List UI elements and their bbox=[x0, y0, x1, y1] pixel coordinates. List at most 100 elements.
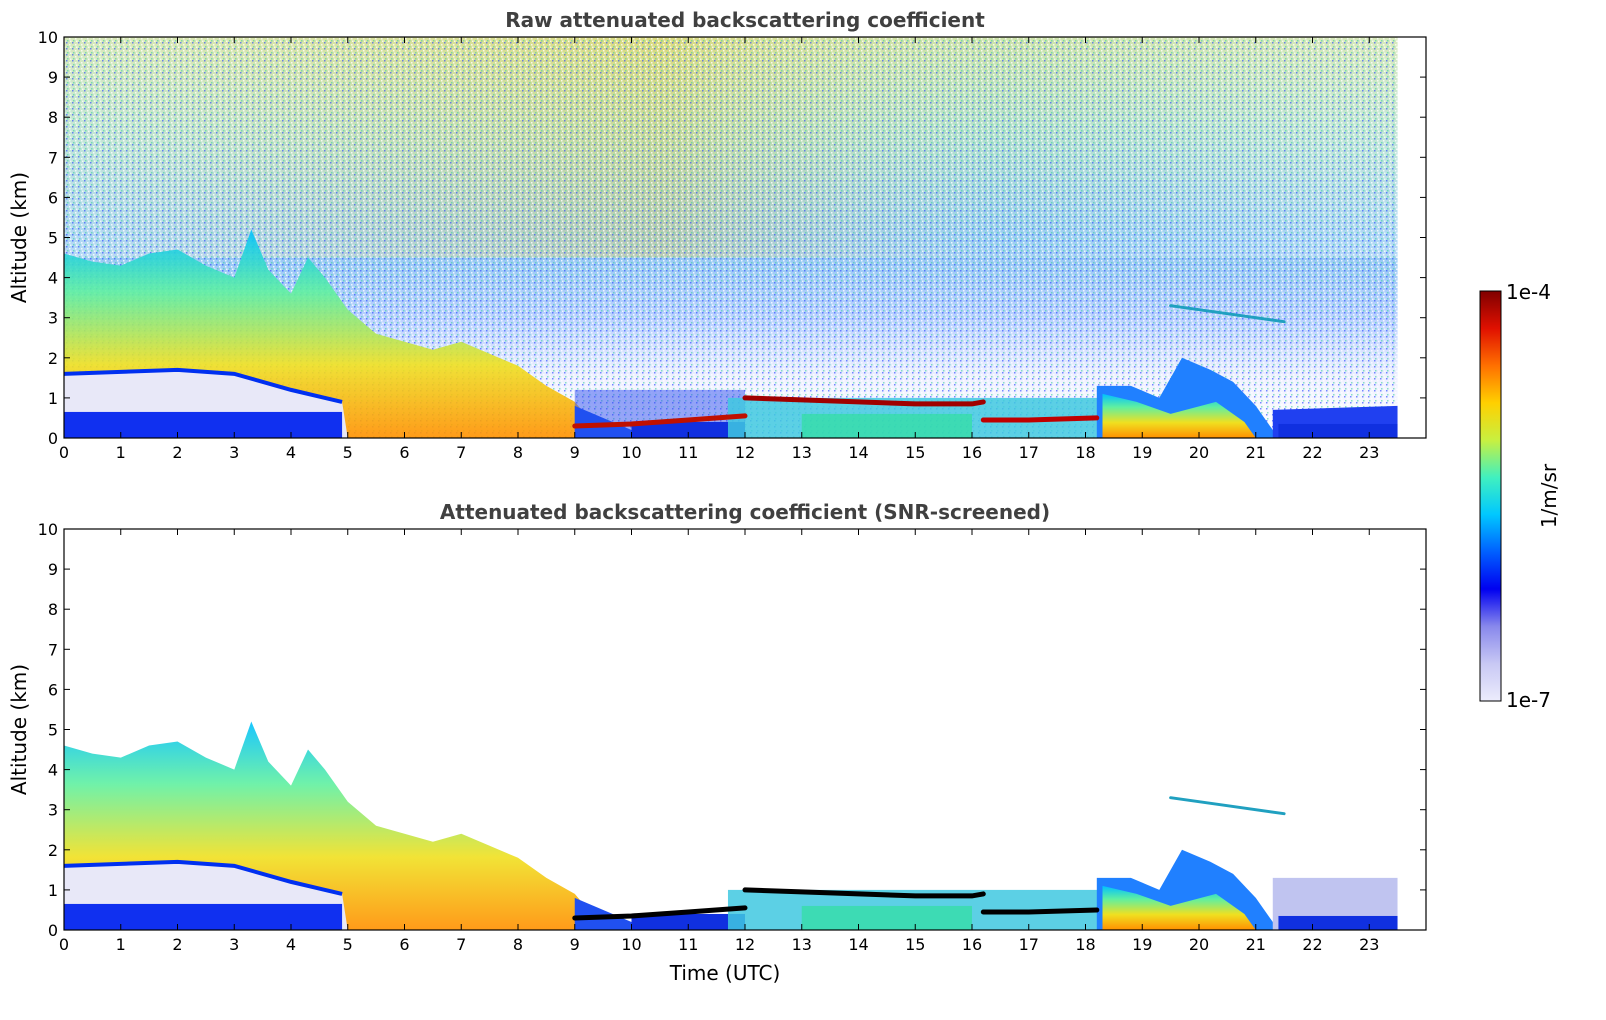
y-tick-label: 3 bbox=[48, 309, 58, 328]
x-tick-label: 22 bbox=[1302, 443, 1322, 462]
x-tick-label: 10 bbox=[621, 443, 641, 462]
y-tick-label: 8 bbox=[48, 600, 58, 619]
y-tick-label: 0 bbox=[48, 429, 58, 448]
x-tick-label: 22 bbox=[1302, 935, 1322, 954]
y-tick-label: 6 bbox=[48, 188, 58, 207]
y-tick-label: 5 bbox=[48, 721, 58, 740]
night-surface-layer bbox=[1278, 423, 1398, 438]
boundary-layer-top-line bbox=[63, 367, 343, 404]
x-tick-label: 3 bbox=[229, 935, 239, 954]
x-tick-label: 11 bbox=[678, 443, 698, 462]
evening-aerosol-core bbox=[1102, 393, 1256, 438]
y-tick-label: 1 bbox=[48, 389, 58, 408]
y-tick-label: 10 bbox=[38, 520, 58, 539]
x-tick-label: 23 bbox=[1359, 443, 1379, 462]
panel-title: Raw attenuated backscattering coefficien… bbox=[505, 8, 985, 32]
low-cloud bbox=[980, 907, 1100, 915]
y-tick-label: 2 bbox=[48, 349, 58, 368]
x-tick-label: 21 bbox=[1246, 443, 1266, 462]
x-tick-label: 23 bbox=[1359, 935, 1379, 954]
y-axis-label: Altitude (km) bbox=[7, 664, 31, 795]
y-tick-label: 5 bbox=[48, 229, 58, 248]
y-axis-label: Altitude (km) bbox=[7, 172, 31, 303]
x-tick-label: 1 bbox=[116, 443, 126, 462]
colorbar-max-label: 1e-4 bbox=[1506, 280, 1551, 304]
x-tick-label: 13 bbox=[792, 443, 812, 462]
y-tick-label: 4 bbox=[48, 269, 58, 288]
x-tick-label: 13 bbox=[792, 935, 812, 954]
x-tick-label: 9 bbox=[570, 935, 580, 954]
x-tick-label: 2 bbox=[172, 935, 182, 954]
x-tick-label: 11 bbox=[678, 935, 698, 954]
x-tick-label: 5 bbox=[343, 935, 353, 954]
y-tick-label: 9 bbox=[48, 68, 58, 87]
x-tick-label: 18 bbox=[1075, 443, 1095, 462]
surface-layer-blue bbox=[64, 903, 343, 930]
panel-title: Attenuated backscattering coefficient (S… bbox=[440, 500, 1050, 524]
y-tick-label: 10 bbox=[38, 28, 58, 47]
y-tick-label: 1 bbox=[48, 881, 58, 900]
panel-raw: 0 1 2 3 4 5 6 7 8 9 10 11 12 13 14 15 16 17 18 19 20 21 22 2301… bbox=[7, 8, 1427, 462]
thin-layer bbox=[572, 905, 748, 921]
y-tick-label: 7 bbox=[48, 148, 58, 167]
midday-blue-patch bbox=[574, 405, 632, 438]
x-tick-label: 20 bbox=[1189, 443, 1209, 462]
x-tick-label: 4 bbox=[286, 935, 296, 954]
x-tick-label: 10 bbox=[621, 935, 641, 954]
x-tick-label: 7 bbox=[456, 935, 466, 954]
y-tick-label: 4 bbox=[48, 761, 58, 780]
midday-surface-blue bbox=[631, 913, 745, 930]
low-cloud bbox=[980, 415, 1100, 423]
x-tick-label: 17 bbox=[1019, 935, 1039, 954]
y-tick-label: 6 bbox=[48, 680, 58, 699]
x-tick-label: 0 bbox=[59, 935, 69, 954]
x-tick-label: 2 bbox=[172, 443, 182, 462]
y-tick-label: 3 bbox=[48, 801, 58, 820]
evening-aerosol-core bbox=[1102, 885, 1256, 930]
night-surface-layer bbox=[1278, 915, 1398, 930]
x-tick-label: 12 bbox=[735, 935, 755, 954]
x-tick-label: 5 bbox=[343, 443, 353, 462]
cloud-layer bbox=[742, 395, 986, 407]
x-tick-label: 15 bbox=[905, 935, 925, 954]
y-tick-label: 7 bbox=[48, 640, 58, 659]
x-tick-label: 6 bbox=[399, 443, 409, 462]
x-tick-label: 7 bbox=[456, 443, 466, 462]
panel-screened: 0 1 2 3 4 5 6 7 8 9 10 11 12 13 14 15 16 17 18 19 20 21 22 2301… bbox=[7, 500, 1427, 985]
y-tick-label: 8 bbox=[48, 108, 58, 127]
cloud-layer bbox=[742, 887, 986, 899]
x-tick-label: 1 bbox=[116, 935, 126, 954]
thin-layer bbox=[572, 413, 748, 429]
y-tick-label: 2 bbox=[48, 841, 58, 860]
x-tick-label: 4 bbox=[286, 443, 296, 462]
x-tick-label: 20 bbox=[1189, 935, 1209, 954]
colorbar-unit-label: 1/m/sr bbox=[1537, 463, 1561, 528]
midday-surface-blue bbox=[631, 421, 745, 438]
boundary-layer-top-line bbox=[63, 859, 343, 896]
x-tick-label: 16 bbox=[962, 443, 982, 462]
elevated-layer bbox=[1169, 796, 1286, 816]
y-tick-label: 9 bbox=[48, 560, 58, 579]
elevated-layer bbox=[1169, 304, 1286, 324]
x-tick-label: 15 bbox=[905, 443, 925, 462]
y-tick-label: 0 bbox=[48, 921, 58, 940]
x-tick-label: 17 bbox=[1019, 443, 1039, 462]
x-tick-label: 6 bbox=[399, 935, 409, 954]
surface-layer-blue bbox=[64, 411, 343, 438]
x-tick-label: 3 bbox=[229, 443, 239, 462]
x-tick-label: 16 bbox=[962, 935, 982, 954]
colorbar: 1e-4 1e-7 1/m/sr bbox=[1479, 280, 1561, 712]
colorbar-gradient bbox=[1479, 290, 1502, 702]
colorbar-min-label: 1e-7 bbox=[1506, 688, 1551, 712]
midday-blue-patch bbox=[574, 897, 632, 930]
x-tick-label: 19 bbox=[1132, 935, 1152, 954]
x-tick-label: 8 bbox=[513, 935, 523, 954]
x-tick-label: 14 bbox=[848, 935, 868, 954]
afternoon-lower-layer bbox=[801, 413, 972, 438]
x-tick-label: 0 bbox=[59, 443, 69, 462]
x-tick-label: 19 bbox=[1132, 443, 1152, 462]
x-tick-label: 8 bbox=[513, 443, 523, 462]
x-tick-label: 9 bbox=[570, 443, 580, 462]
x-tick-label: 14 bbox=[848, 443, 868, 462]
